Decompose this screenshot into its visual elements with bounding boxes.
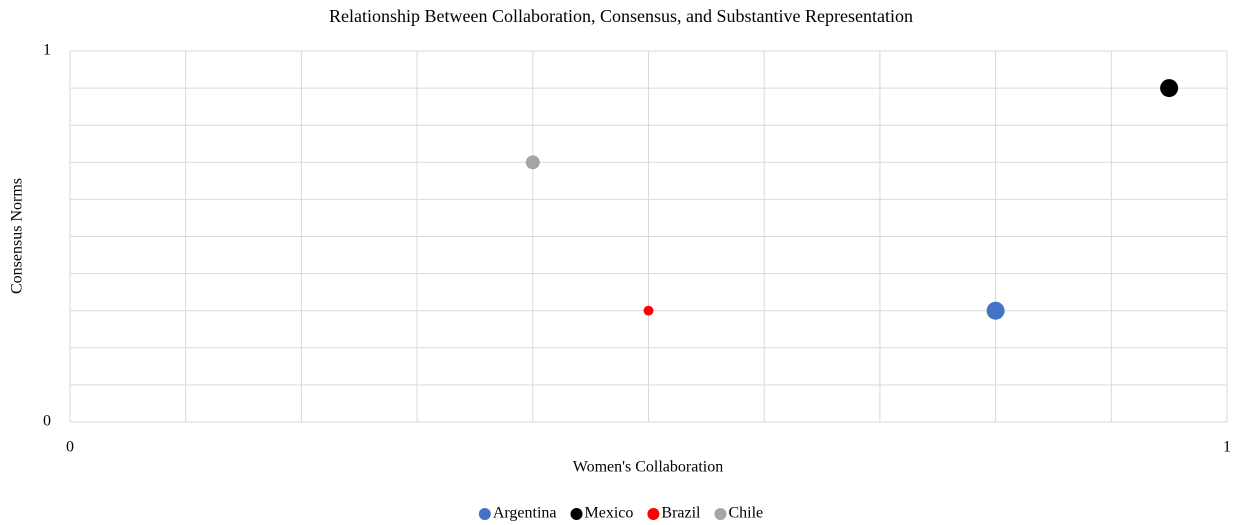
legend: Argentina Mexico Brazil Chile — [478, 505, 763, 522]
bubble — [643, 305, 654, 316]
chart-title: Relationship Between Collaboration, Cons… — [329, 6, 913, 26]
legend-label: Argentina — [493, 505, 557, 522]
legend-item: Brazil — [647, 505, 701, 522]
x-axis-label: Women's Collaboration — [573, 459, 723, 476]
y-tick-label: 0 — [43, 413, 51, 430]
y-tick-label: 1 — [43, 42, 51, 59]
legend-label: Brazil — [661, 505, 701, 522]
x-tick-label: 1 — [1223, 439, 1231, 456]
y-axis-label: Consensus Norms — [9, 178, 26, 294]
bubble — [525, 155, 540, 170]
legend-label: Chile — [728, 505, 763, 522]
legend-swatch — [714, 508, 727, 520]
legend-item: Chile — [714, 505, 763, 522]
bubble — [986, 301, 1005, 320]
legend-label: Mexico — [585, 505, 634, 522]
bubble — [1160, 79, 1179, 98]
legend-swatch — [647, 508, 660, 520]
legend-swatch — [570, 508, 583, 520]
legend-swatch — [478, 508, 491, 520]
x-tick-label: 0 — [66, 439, 74, 456]
legend-item: Mexico — [570, 505, 634, 522]
legend-item: Argentina — [478, 505, 557, 522]
